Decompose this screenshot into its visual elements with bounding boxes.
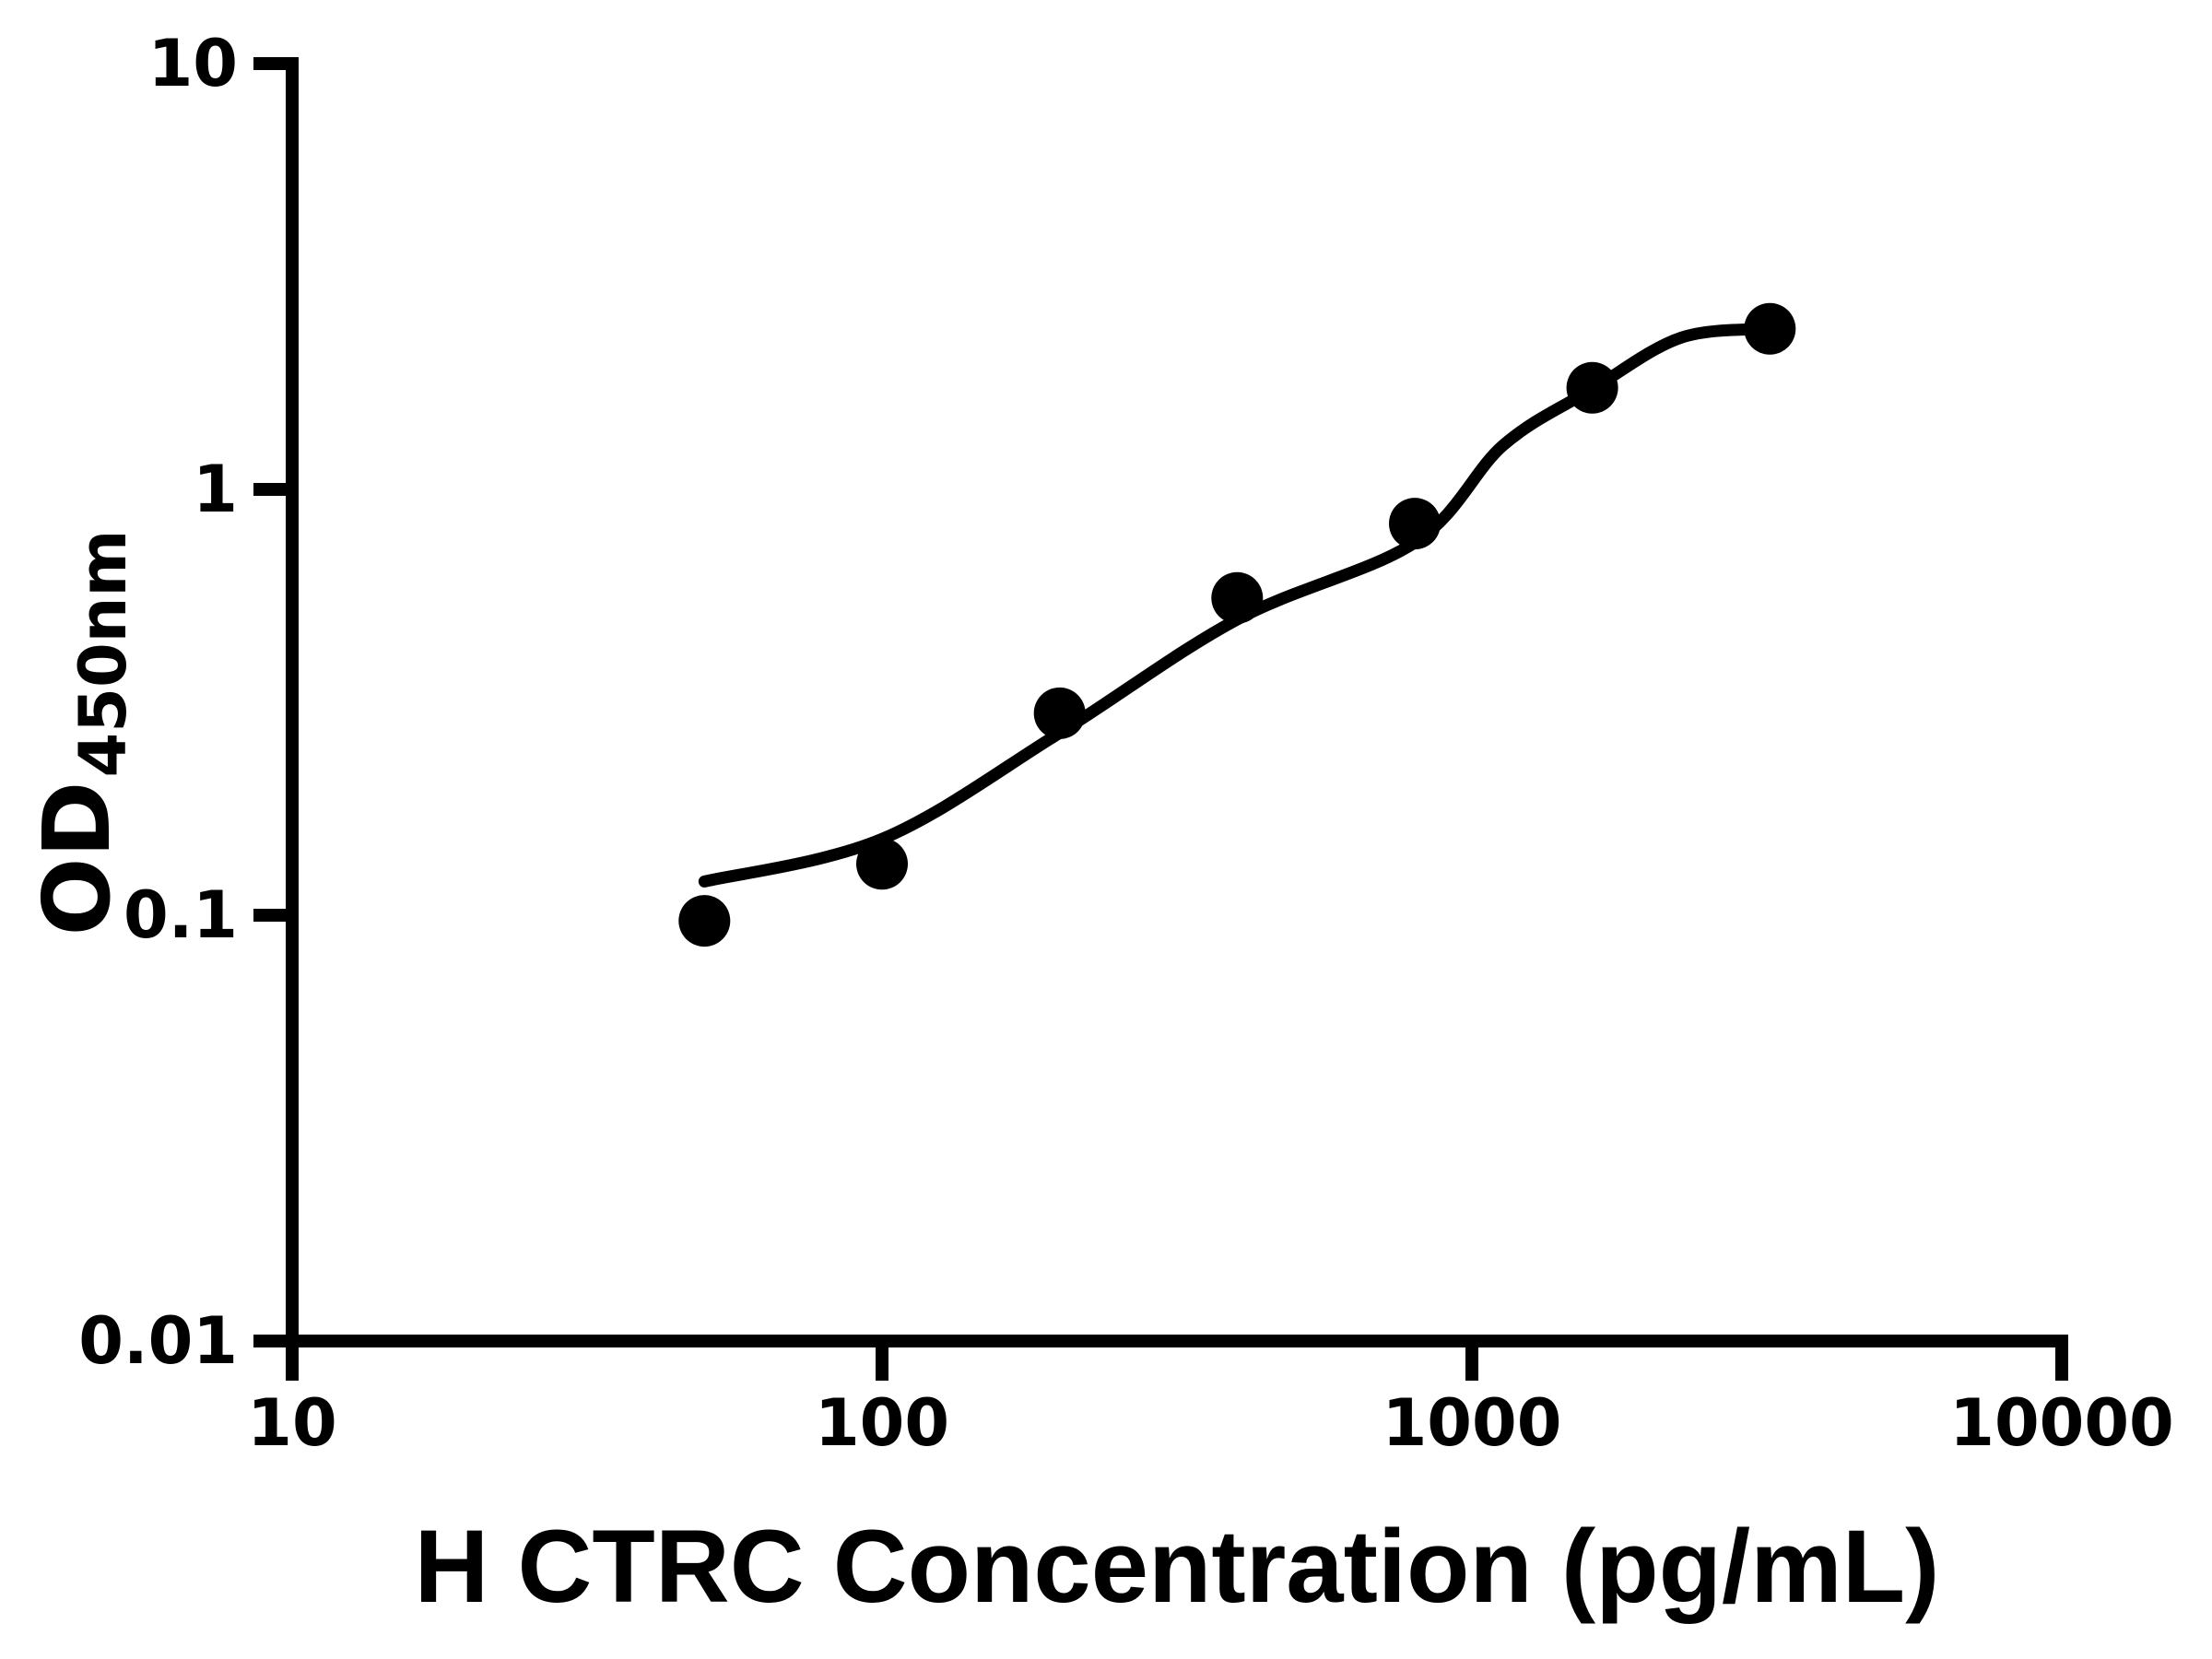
y-tick-label-10: 10 [148,26,238,101]
data-point-3200 [1744,302,1796,355]
data-point-800 [1389,498,1441,550]
fit-curve-line [698,323,1776,888]
y-axis-title-subscript: 450nm [65,530,141,778]
data-point-100 [856,838,908,890]
data-point-50 [678,895,731,947]
y-axis-title-main: OD [23,781,131,935]
x-tick-label-10000: 10000 [1949,1385,2174,1461]
y-tick-label-1: 1 [193,452,238,527]
data-point-1600 [1566,361,1618,414]
data-point-200 [1033,687,1086,739]
x-tick-label-1000: 1000 [1382,1385,1562,1461]
y-tick-label-0.1: 0.1 [124,877,238,953]
y-axis-tick-labels: 10 1 0.1 0.01 [78,26,238,1379]
data-point-400 [1211,571,1264,624]
data-points [678,302,1796,947]
x-axis-title: H CTRC Concentration (pg/mL) [415,1509,1940,1624]
x-axis-tick-labels: 10 100 1000 10000 [247,1385,2173,1461]
x-tick-label-100: 100 [815,1385,949,1461]
y-tick-label-0.01: 0.01 [78,1303,238,1379]
y-axis-title: OD 450nm [23,530,141,936]
x-axis-ticks [286,1341,2068,1381]
x-tick-label-10: 10 [247,1385,336,1461]
axes [286,57,2068,1347]
